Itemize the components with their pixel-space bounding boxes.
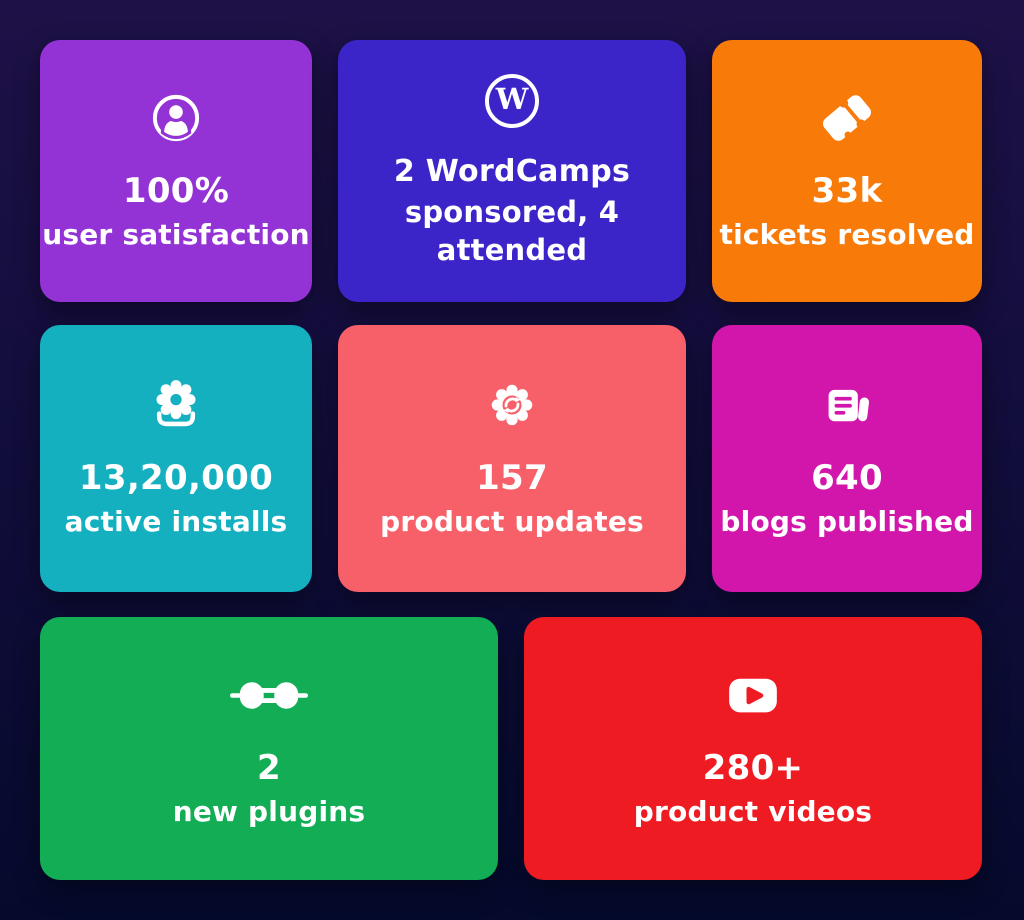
stat-card-blogs-published: 640 blogs published bbox=[712, 325, 982, 592]
stat-value: 100% bbox=[122, 170, 230, 211]
stat-label: product videos bbox=[633, 795, 873, 829]
stat-label: active installs bbox=[64, 505, 288, 539]
stat-card-active-installs: 13,20,000 active installs bbox=[40, 325, 312, 592]
ticket-icon bbox=[820, 89, 874, 147]
wordpress-letter: W bbox=[495, 82, 529, 117]
stat-value: 13,20,000 bbox=[78, 458, 274, 499]
stat-label: blogs published bbox=[720, 505, 974, 539]
play-video-icon bbox=[727, 666, 779, 724]
plug-icon bbox=[230, 666, 308, 724]
install-gear-icon bbox=[150, 376, 202, 434]
newspaper-icon bbox=[821, 376, 873, 434]
stat-value: 2 bbox=[257, 748, 281, 789]
stat-card-tickets-resolved: 33k tickets resolved bbox=[712, 40, 982, 302]
stat-value: 280+ bbox=[702, 748, 804, 789]
user-circle-icon bbox=[150, 89, 202, 147]
stat-value: 640 bbox=[811, 458, 883, 499]
stat-label: sponsored, 4 attended bbox=[404, 195, 620, 267]
stats-row-3: 2 new plugins 280+ product videos bbox=[0, 617, 1024, 880]
stat-label: product updates bbox=[380, 505, 644, 539]
stats-row-1: 100% user satisfaction W 2 WordCamps spo… bbox=[0, 0, 1024, 302]
stat-card-user-satisfaction: 100% user satisfaction bbox=[40, 40, 312, 302]
stat-card-wordcamps: W 2 WordCamps sponsored, 4 attended bbox=[338, 40, 686, 302]
stat-card-product-videos: 280+ product videos bbox=[524, 617, 982, 880]
stat-card-new-plugins: 2 new plugins bbox=[40, 617, 498, 880]
stat-value: 157 bbox=[476, 458, 548, 499]
stat-card-product-updates: 157 product updates bbox=[338, 325, 686, 592]
wordpress-icon: W bbox=[485, 72, 539, 130]
update-gear-icon bbox=[486, 376, 538, 434]
stat-label: new plugins bbox=[172, 795, 366, 829]
stat-value: 33k bbox=[811, 170, 883, 211]
stat-label: user satisfaction bbox=[42, 217, 310, 251]
stat-label: tickets resolved bbox=[719, 217, 975, 251]
stats-row-2: 13,20,000 active installs 157 product u bbox=[0, 325, 1024, 592]
stat-value: 2 WordCamps bbox=[393, 154, 631, 190]
